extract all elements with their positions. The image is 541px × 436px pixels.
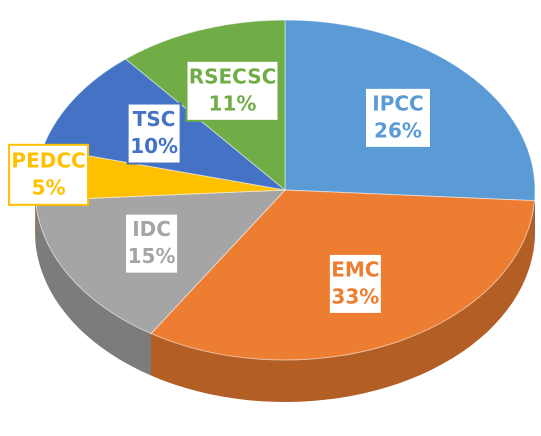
value-label: 33% [331,284,379,308]
value-label: 10% [130,134,178,158]
value-label: 5% [32,175,66,199]
pie-side [35,200,151,376]
label-box [126,102,182,165]
value-label: 11% [209,91,257,115]
label-box [185,59,280,122]
label-box [327,252,383,315]
category-label: TSC [133,107,176,131]
label-box [124,212,180,275]
value-label: 15% [128,244,176,268]
label-box [363,86,432,149]
category-label: EMC [331,257,379,281]
label-box [8,143,90,206]
category-label: PEDCC [11,148,85,172]
category-label: IPCC [372,91,423,115]
pie-side [151,200,535,402]
category-label: IDC [132,217,171,241]
value-label: 26% [374,118,422,142]
category-label: RSECSC [189,64,277,88]
